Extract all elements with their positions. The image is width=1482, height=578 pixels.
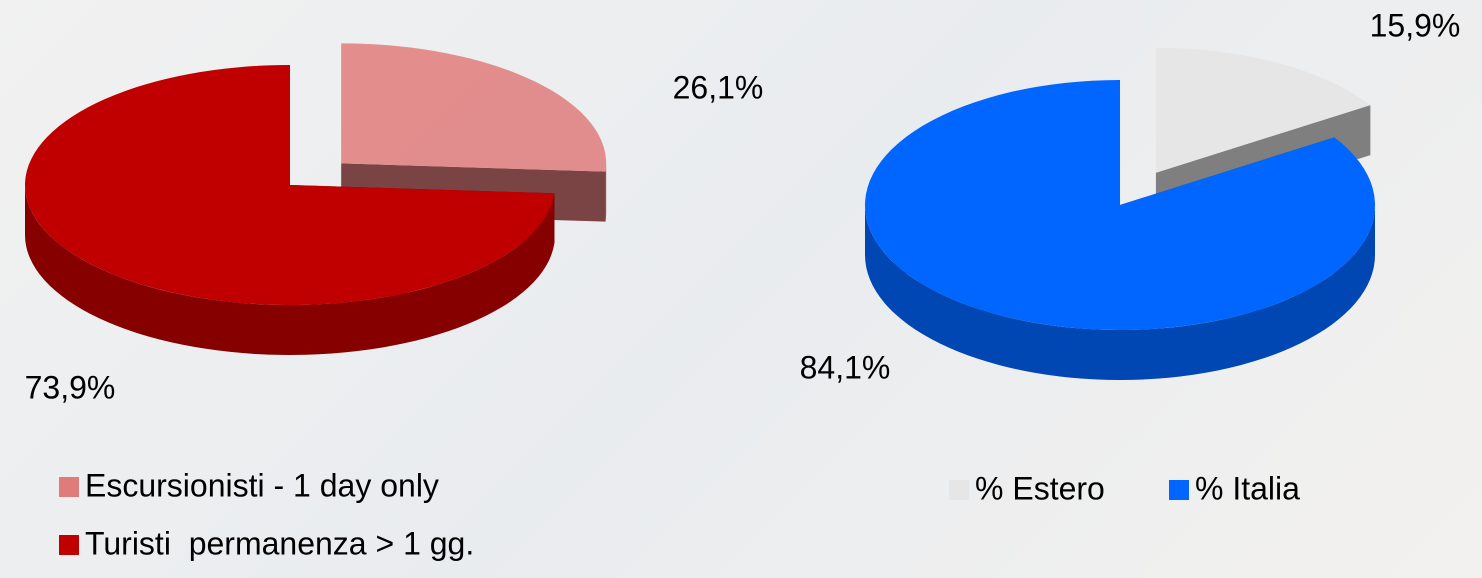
page: 26,1% Escursionisti - 1 day only 73,9% Turi… xyxy=(0,0,1482,578)
charts: 26,1% Escursionisti - 1 day only 73,9% Turi… xyxy=(0,0,1482,578)
data-label: 15,9% xyxy=(1370,7,1461,43)
legend-swatch xyxy=(59,477,79,497)
data-label: 26,1% xyxy=(673,69,764,105)
data-label: 84,1% xyxy=(800,349,891,385)
legend-label: % Estero xyxy=(975,470,1105,506)
legend-label: Turisti permanenza > 1 gg. xyxy=(85,525,474,561)
legend-swatch xyxy=(59,535,79,555)
legend-swatch xyxy=(949,480,969,500)
legend-label: % Italia xyxy=(1195,470,1300,506)
data-label: 73,9% xyxy=(25,369,116,405)
slice xyxy=(341,43,606,171)
legend-label: Escursionisti - 1 day only xyxy=(85,467,439,503)
legend-swatch xyxy=(1169,480,1189,500)
slice-side xyxy=(606,163,607,221)
